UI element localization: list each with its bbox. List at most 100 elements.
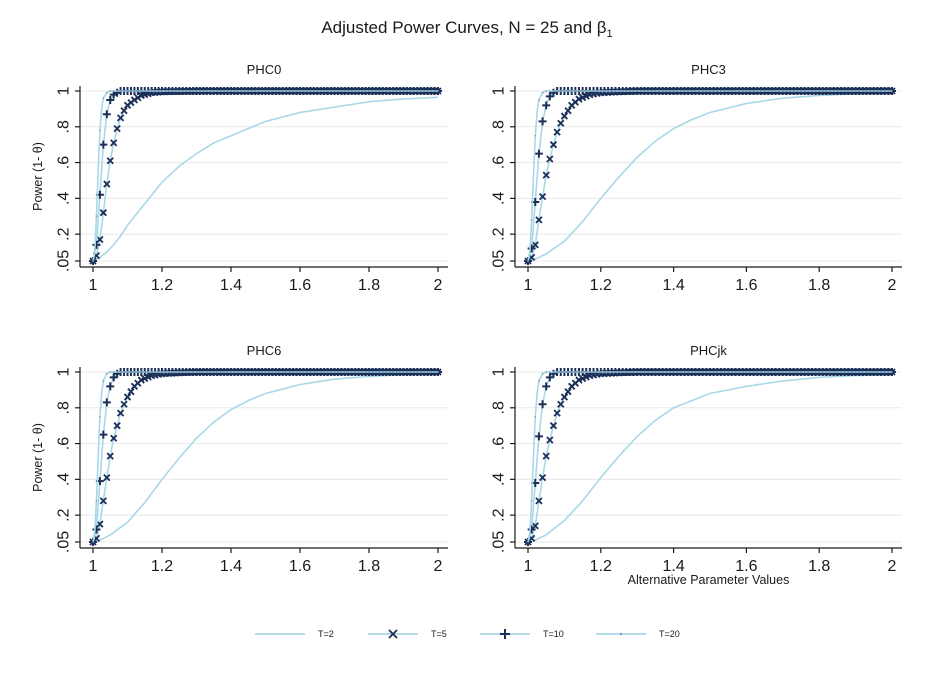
data-point bbox=[745, 90, 748, 92]
data-point bbox=[709, 371, 711, 373]
data-point bbox=[534, 432, 543, 441]
data-point bbox=[392, 371, 395, 373]
data-point bbox=[658, 371, 660, 373]
data-point bbox=[803, 371, 806, 373]
legend-item-t20: T=20 bbox=[596, 629, 680, 639]
data-point bbox=[299, 371, 301, 373]
data-point bbox=[632, 90, 635, 92]
y-tick-label: .8 bbox=[491, 401, 508, 414]
data-point bbox=[625, 371, 628, 373]
data-point bbox=[676, 90, 679, 92]
x-tick-label: 1.6 bbox=[289, 558, 311, 575]
data-point bbox=[858, 90, 861, 92]
data-point bbox=[309, 90, 312, 92]
data-point bbox=[599, 90, 602, 92]
x-tick-label: 1.2 bbox=[151, 277, 173, 294]
panel-title: PHC0 bbox=[247, 62, 282, 77]
data-point bbox=[110, 139, 118, 147]
x-tick-label: 1.2 bbox=[590, 558, 612, 575]
series-t2 bbox=[527, 91, 893, 262]
data-point bbox=[527, 525, 536, 534]
data-point bbox=[854, 90, 857, 92]
x-tick-label: 2 bbox=[888, 277, 897, 294]
data-point bbox=[126, 90, 129, 92]
x-tick-label: 2 bbox=[434, 558, 443, 575]
data-point bbox=[767, 371, 770, 373]
y-tick-label: .4 bbox=[491, 473, 508, 486]
data-point bbox=[752, 90, 755, 92]
series-line bbox=[92, 372, 439, 543]
data-point bbox=[694, 90, 697, 92]
data-point bbox=[419, 90, 422, 92]
data-point bbox=[741, 371, 744, 373]
data-point bbox=[171, 371, 174, 373]
data-point bbox=[789, 371, 791, 373]
data-point bbox=[92, 240, 101, 249]
data-point bbox=[800, 371, 802, 373]
data-point bbox=[534, 149, 543, 158]
x-tick-label: 1 bbox=[89, 277, 98, 294]
x-tick-label: 1.8 bbox=[358, 277, 380, 294]
data-point bbox=[399, 90, 401, 92]
data-point bbox=[683, 371, 686, 373]
series-line bbox=[527, 90, 892, 262]
data-point bbox=[869, 90, 872, 92]
data-point bbox=[126, 371, 129, 373]
series-t20 bbox=[527, 371, 893, 543]
data-point bbox=[527, 260, 529, 262]
x-tick-label: 1.8 bbox=[808, 277, 830, 294]
legend-marker bbox=[619, 632, 623, 636]
data-point bbox=[542, 382, 551, 391]
data-point bbox=[237, 371, 239, 373]
data-point bbox=[723, 90, 726, 92]
data-point bbox=[541, 91, 544, 94]
data-point bbox=[268, 90, 270, 92]
data-point bbox=[789, 90, 791, 92]
data-point bbox=[891, 90, 893, 92]
data-point bbox=[219, 90, 222, 92]
data-point bbox=[883, 371, 886, 373]
data-point bbox=[872, 371, 875, 373]
y-tick-label: .05 bbox=[56, 531, 73, 553]
y-axis-label: Power (1- θ) bbox=[31, 423, 45, 492]
data-point bbox=[99, 497, 107, 505]
data-point bbox=[527, 244, 536, 253]
data-point bbox=[133, 371, 136, 373]
data-point bbox=[371, 371, 374, 373]
data-point bbox=[105, 91, 108, 94]
series-line bbox=[527, 373, 893, 543]
data-point bbox=[599, 371, 602, 373]
data-point bbox=[350, 90, 353, 92]
series-t2 bbox=[92, 96, 439, 262]
data-point bbox=[92, 260, 94, 262]
data-point bbox=[534, 134, 537, 137]
data-point bbox=[825, 371, 828, 373]
data-point bbox=[756, 90, 759, 92]
data-point bbox=[392, 90, 395, 92]
x-tick-label: 1.6 bbox=[289, 277, 311, 294]
data-point bbox=[672, 371, 675, 373]
data-point bbox=[752, 371, 755, 373]
data-point bbox=[687, 371, 690, 373]
data-point bbox=[887, 371, 890, 373]
data-point bbox=[368, 90, 370, 92]
data-point bbox=[712, 371, 715, 373]
series-line bbox=[527, 90, 892, 262]
data-point bbox=[749, 371, 751, 373]
series-t2 bbox=[92, 372, 439, 543]
data-point bbox=[564, 107, 572, 115]
data-point bbox=[690, 90, 693, 92]
data-point bbox=[105, 372, 108, 375]
data-point bbox=[250, 371, 253, 373]
data-point bbox=[174, 90, 177, 92]
data-point bbox=[639, 90, 642, 92]
data-point bbox=[92, 525, 101, 534]
data-point bbox=[538, 473, 547, 482]
data-point bbox=[596, 90, 599, 92]
data-point bbox=[535, 497, 543, 505]
y-tick-label: .8 bbox=[56, 401, 73, 414]
data-point bbox=[774, 90, 777, 92]
data-point bbox=[887, 90, 890, 92]
data-point bbox=[861, 90, 864, 92]
data-point bbox=[127, 388, 135, 396]
